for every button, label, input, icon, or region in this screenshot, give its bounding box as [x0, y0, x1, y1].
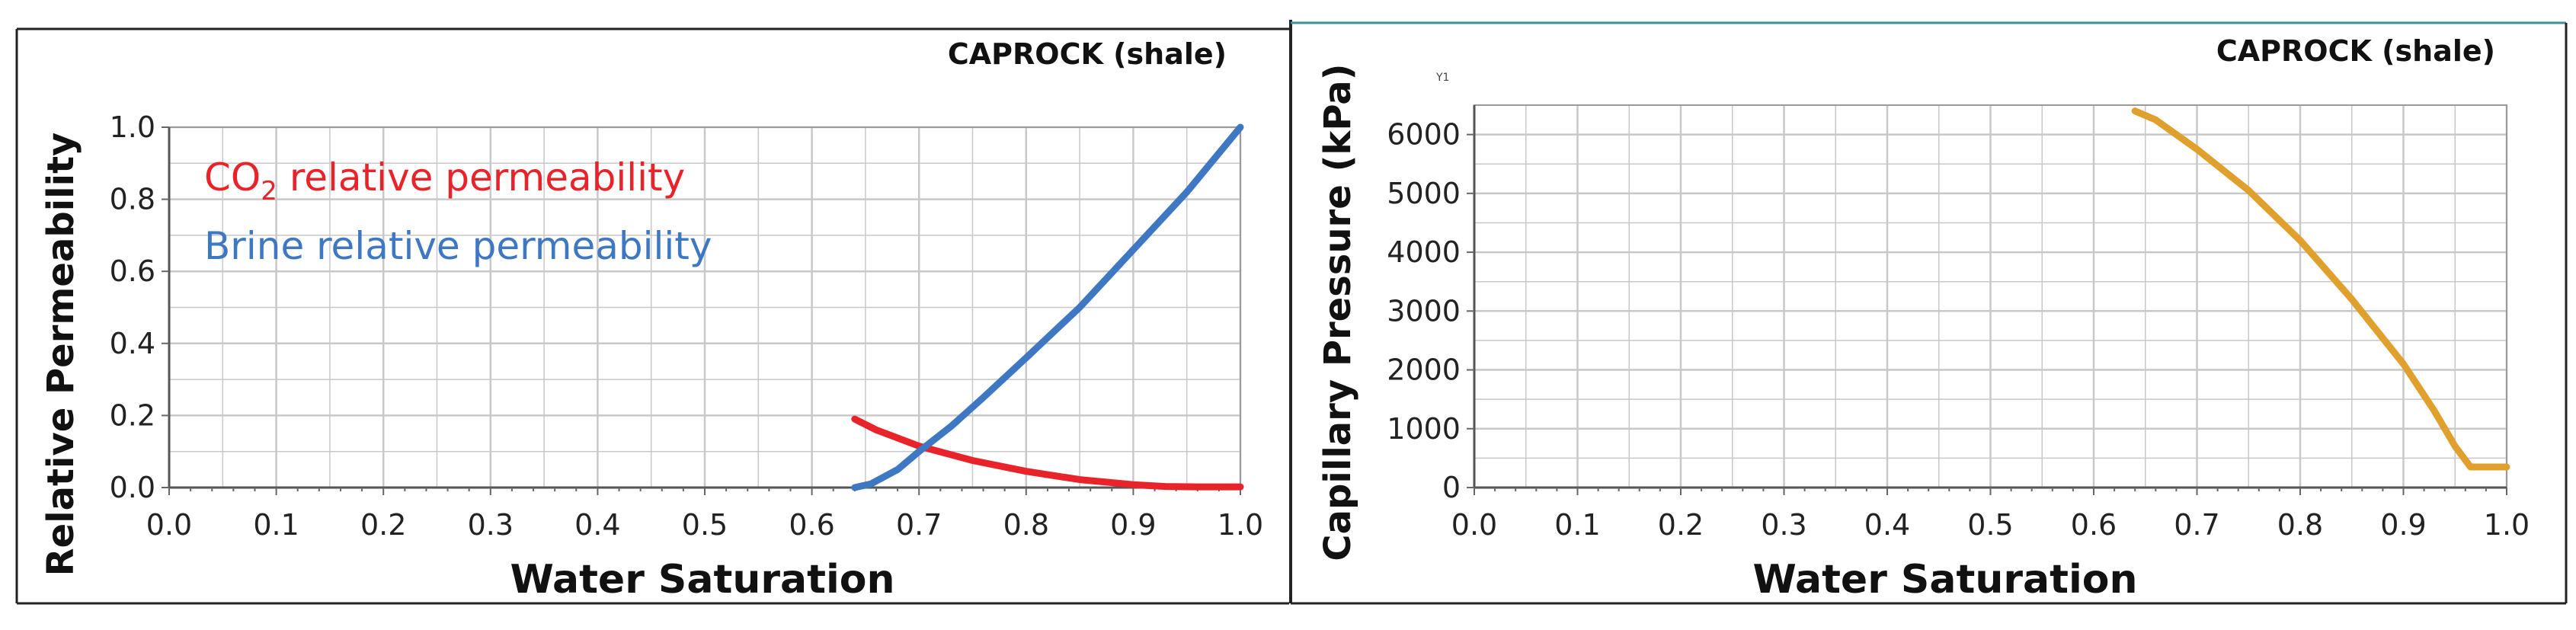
chart-relative-permeability: 0.0 0.1 0.2 0.3 0.4 0.5 0.6 0.7 0.8 0.9 1.0 0.0 0.2 0…	[40, 37, 1263, 603]
c1-x-tick-label: 0.3	[468, 508, 514, 542]
c1-y-tick-label: 0.4	[110, 327, 155, 360]
c1-y-tick-label: 0.2	[110, 398, 155, 432]
c2-corner-label: Y1	[1435, 72, 1449, 84]
c2-y-tick-label: 2000	[1387, 353, 1461, 387]
c2-x-tick-label: 0.5	[1967, 508, 2013, 542]
c1-y-axis-label: Relative Permeability	[40, 133, 82, 577]
c2-y-tick-label: 0	[1442, 471, 1461, 504]
c2-series-lines	[2131, 107, 2510, 471]
c1-x-tick-label: 0.4	[574, 508, 620, 542]
c2-series-line-0	[2131, 107, 2510, 471]
c2-x-tick-label: 0.1	[1554, 508, 1600, 542]
c1-x-tick-label: 0.6	[789, 508, 834, 542]
c2-y-tick-label: 3000	[1387, 294, 1461, 328]
c1-y-tick-label: 0.8	[110, 183, 155, 216]
c2-x-tick-label: 0.8	[2277, 508, 2323, 542]
c1-x-tick-label: 1.0	[1218, 508, 1263, 542]
c2-x-tick-label: 0.7	[2174, 508, 2219, 542]
legend-brine: Brine relative permeability	[204, 224, 712, 268]
c1-tick-labels: 0.0 0.1 0.2 0.3 0.4 0.5 0.6 0.7 0.8 0.9 1.0 0.0 0.2 0…	[110, 110, 1264, 542]
c2-x-tick-label: 0.9	[2380, 508, 2426, 542]
c1-y-tick-label: 1.0	[110, 110, 155, 144]
c2-y-tick-label: 1000	[1387, 412, 1461, 446]
c2-x-tick-label: 0.0	[1451, 508, 1497, 542]
c1-series-line-1	[851, 123, 1244, 491]
c1-legend: CO2 relative permeability Brine relative…	[204, 155, 712, 268]
c2-tick-labels: 0.0 0.1 0.2 0.3 0.4 0.5 0.6 0.7 0.8 0.9 1.0 0 1000 20…	[1387, 118, 2530, 542]
c1-y-tick-label: 0.6	[110, 254, 155, 288]
c2-y-tick-label: 5000	[1387, 177, 1461, 210]
c1-x-tick-label: 0.2	[360, 508, 406, 542]
c1-x-tick-label: 0.9	[1110, 508, 1156, 542]
legend-co2: CO2 relative permeability	[204, 155, 685, 206]
c1-x-tick-label: 0.1	[253, 508, 299, 542]
legend-co2-suffix: relative permeability	[277, 155, 685, 200]
c1-x-tick-label: 0.7	[896, 508, 942, 542]
c2-x-tick-label: 0.3	[1761, 508, 1806, 542]
legend-co2-subscript: 2	[261, 176, 277, 206]
c2-y-tick-label: 4000	[1387, 235, 1461, 269]
c1-x-axis-label: Water Saturation	[510, 557, 894, 603]
c1-series-line-0	[851, 415, 1244, 491]
panel-frames	[15, 20, 2568, 605]
chart-capillary-pressure: 0.0 0.1 0.2 0.3 0.4 0.5 0.6 0.7 0.8 0.9 1.0 0 1000 20…	[1317, 34, 2530, 603]
c1-x-tick-label: 0.5	[682, 508, 728, 542]
c1-y-tick-label: 0.0	[110, 471, 155, 504]
c2-x-tick-label: 0.4	[1864, 508, 1910, 542]
legend-co2-prefix: CO	[204, 155, 261, 200]
c1-title: CAPROCK (shale)	[948, 37, 1227, 71]
c1-series-lines	[851, 123, 1244, 491]
c2-x-axis-label: Water Saturation	[1752, 557, 2137, 603]
c2-title: CAPROCK (shale)	[2216, 34, 2495, 68]
c2-x-tick-label: 1.0	[2484, 508, 2530, 542]
c2-y-tick-label: 6000	[1387, 118, 1461, 152]
c2-x-tick-label: 0.2	[1658, 508, 1704, 542]
c1-x-tick-label: 0.8	[1003, 508, 1049, 542]
c2-x-tick-label: 0.6	[2071, 508, 2117, 542]
c1-x-tick-label: 0.0	[146, 508, 192, 542]
c2-y-axis-label: Capillary Pressure (kPa)	[1317, 63, 1359, 561]
c1-grid	[162, 126, 1242, 495]
